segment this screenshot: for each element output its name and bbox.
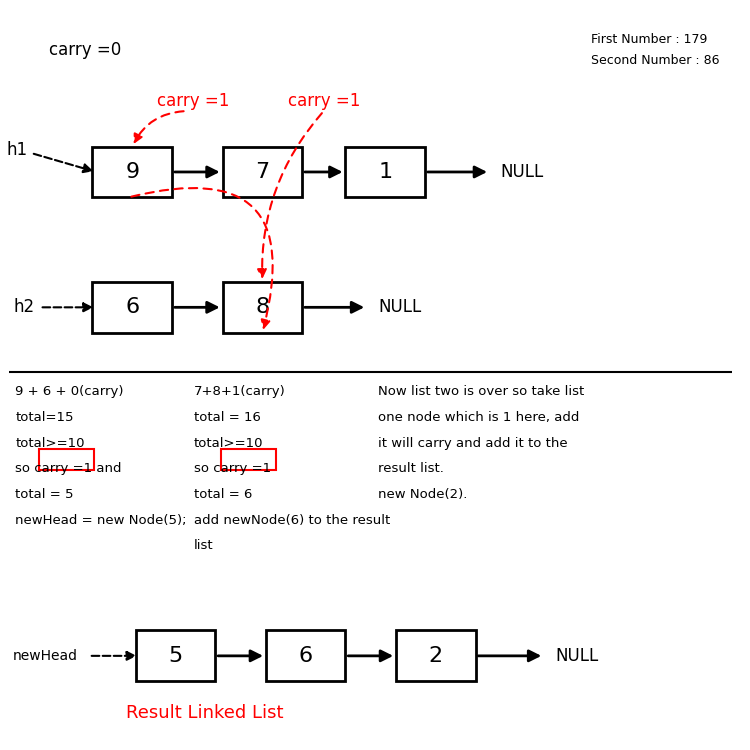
Text: one node which is 1 here, add: one node which is 1 here, add bbox=[378, 411, 579, 424]
FancyBboxPatch shape bbox=[346, 146, 425, 197]
Text: total>=10: total>=10 bbox=[15, 436, 85, 449]
Text: so carry =1 and: so carry =1 and bbox=[15, 462, 122, 476]
Text: new Node(2).: new Node(2). bbox=[378, 488, 467, 501]
FancyBboxPatch shape bbox=[92, 146, 172, 197]
FancyBboxPatch shape bbox=[396, 631, 476, 681]
Text: list: list bbox=[194, 539, 213, 553]
Text: carry =0: carry =0 bbox=[49, 41, 122, 59]
FancyBboxPatch shape bbox=[266, 631, 346, 681]
Text: 5: 5 bbox=[169, 646, 183, 666]
Text: total=15: total=15 bbox=[15, 411, 74, 424]
FancyBboxPatch shape bbox=[223, 282, 302, 333]
Text: 9 + 6 + 0(carry): 9 + 6 + 0(carry) bbox=[15, 386, 124, 398]
Text: First Number : 179
Second Number : 86: First Number : 179 Second Number : 86 bbox=[591, 33, 720, 68]
Text: result list.: result list. bbox=[378, 462, 444, 476]
FancyBboxPatch shape bbox=[92, 282, 172, 333]
Text: newHead: newHead bbox=[13, 649, 78, 663]
Text: so carry =1: so carry =1 bbox=[194, 462, 271, 476]
Text: total = 16: total = 16 bbox=[194, 411, 260, 424]
Text: Now list two is over so take list: Now list two is over so take list bbox=[378, 386, 584, 398]
Text: 6: 6 bbox=[125, 297, 140, 317]
Text: total = 5: total = 5 bbox=[15, 488, 74, 501]
Text: 8: 8 bbox=[255, 297, 269, 317]
Text: add newNode(6) to the result: add newNode(6) to the result bbox=[194, 514, 390, 526]
Text: h1: h1 bbox=[6, 141, 28, 159]
Text: h2: h2 bbox=[13, 298, 34, 316]
Text: NULL: NULL bbox=[501, 163, 544, 181]
Text: NULL: NULL bbox=[378, 298, 422, 316]
Text: 1: 1 bbox=[378, 162, 392, 182]
FancyBboxPatch shape bbox=[136, 631, 215, 681]
Text: total>=10: total>=10 bbox=[194, 436, 263, 449]
Text: carry =1: carry =1 bbox=[158, 92, 230, 110]
Text: 7: 7 bbox=[255, 162, 269, 182]
Text: newHead = new Node(5);: newHead = new Node(5); bbox=[15, 514, 187, 526]
Text: 6: 6 bbox=[298, 646, 313, 666]
Text: Result Linked List: Result Linked List bbox=[126, 704, 284, 722]
Text: 7+8+1(carry): 7+8+1(carry) bbox=[194, 386, 286, 398]
Text: carry =1: carry =1 bbox=[287, 92, 360, 110]
Text: total = 6: total = 6 bbox=[194, 488, 252, 501]
Text: 9: 9 bbox=[125, 162, 140, 182]
Text: it will carry and add it to the: it will carry and add it to the bbox=[378, 436, 568, 449]
FancyBboxPatch shape bbox=[223, 146, 302, 197]
Text: 2: 2 bbox=[429, 646, 442, 666]
Text: NULL: NULL bbox=[555, 646, 598, 664]
